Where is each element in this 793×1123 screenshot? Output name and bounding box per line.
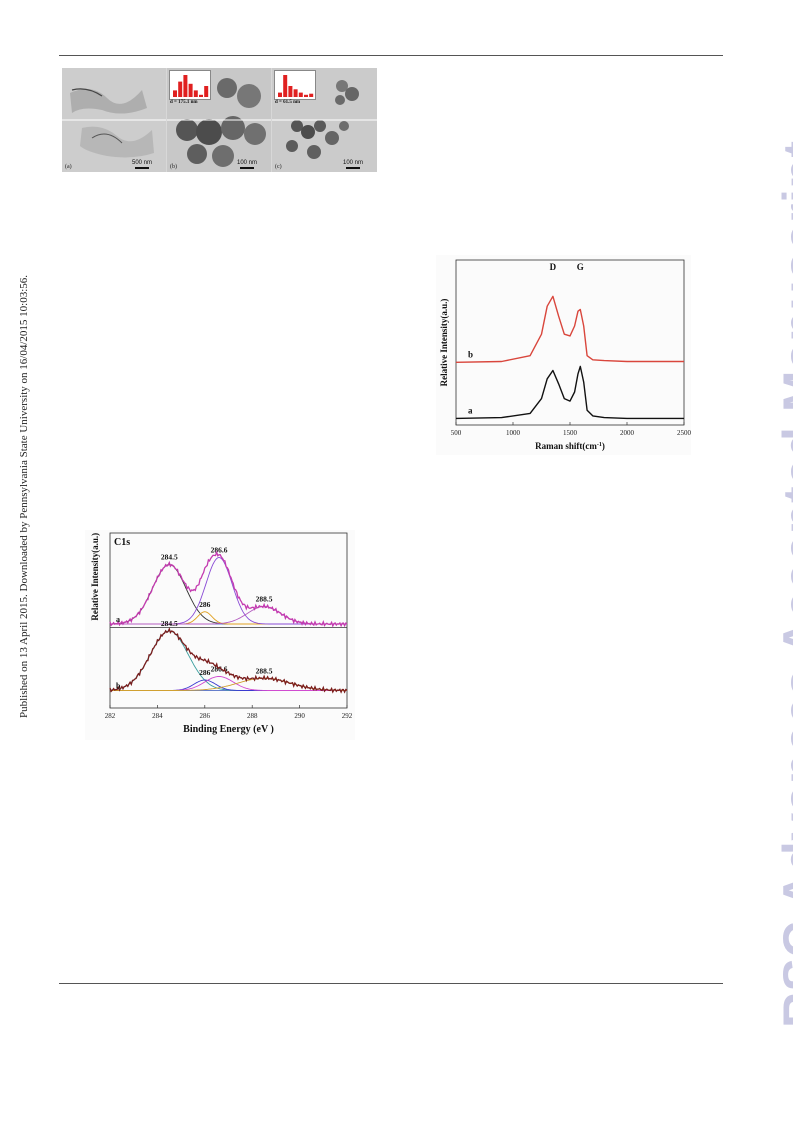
histogram-bar — [283, 75, 288, 97]
xps-envelope-b — [109, 627, 348, 694]
histogram-bar — [204, 86, 209, 97]
xps-x-tick-label: 282 — [105, 712, 116, 720]
xps-envelope-a — [109, 550, 348, 628]
raman-x-tick-label: 1000 — [506, 429, 521, 437]
size-histogram-c — [274, 70, 316, 100]
histogram-bar — [298, 92, 303, 97]
xps-series-label-b: b — [116, 682, 121, 691]
histogram-bar — [199, 94, 203, 97]
raman-x-tick-label: 2000 — [620, 429, 635, 437]
tem-panel-b: d = 175.1 nm (b) 100 nm — [167, 68, 271, 172]
xps-peak-label-a: 286 — [199, 600, 211, 609]
xps-x-tick-label: 292 — [342, 712, 353, 720]
scale-bar-b: 100 nm — [237, 160, 257, 169]
raman-y-axis-label: Relative Intensity(a.u.) — [439, 299, 449, 387]
xps-peak-label-a: 286.6 — [211, 546, 228, 555]
raman-series-b — [455, 295, 684, 363]
raman-series-label-a: a — [468, 405, 473, 415]
xps-peak-label-a: 288.5 — [256, 595, 273, 604]
panel-letter-b: (b) — [170, 164, 177, 170]
histogram-bar — [183, 75, 188, 97]
bottom-rule — [59, 983, 723, 984]
size-histogram-b — [169, 70, 211, 100]
tem-panel-a: (a) 500 nm — [62, 68, 166, 172]
histogram-bar — [193, 90, 198, 97]
raman-series-a — [455, 365, 684, 420]
panel-letter-a: (a) — [65, 164, 72, 170]
publication-notice: Published on 13 April 2015. Downloaded b… — [4, 275, 30, 720]
histogram-bar — [178, 81, 183, 97]
raman-spectrum-chart: 500 1000 1500 2000 2500 Raman shift(cm-1) Rela… — [436, 255, 691, 455]
tem-panel-a-image — [62, 68, 166, 172]
xps-title: C1s — [114, 537, 130, 548]
xps-y-axis-label: Relative Intensity(a.u.) — [90, 533, 100, 621]
histogram-bar — [188, 83, 193, 97]
raman-series-label-b: b — [468, 349, 473, 359]
publication-notice-text: Published on 13 April 2015. Downloaded b… — [18, 274, 30, 718]
scale-bar-a: 500 nm — [132, 160, 152, 169]
diameter-label-c: d = 61.5 nm — [275, 100, 301, 105]
histogram-bar — [309, 93, 314, 97]
xps-peak-label-b: 288.5 — [256, 666, 273, 675]
xps-x-tick-label: 284 — [152, 712, 163, 720]
xps-series-label-a: a — [116, 615, 120, 624]
xps-peak-label-a: 284.5 — [161, 553, 178, 562]
top-rule — [59, 55, 723, 56]
histogram-bar — [288, 86, 293, 97]
histogram-bar — [278, 92, 282, 97]
xps-plot-frame — [109, 532, 348, 709]
xps-x-axis-label: Binding Energy (eV ) — [183, 724, 274, 735]
watermark-text: RSC Advances Accepted Manuscript — [773, 140, 793, 1028]
xps-peak-label-b: 284.5 — [161, 619, 178, 628]
scale-label-c: 100 nm — [342, 160, 363, 166]
histogram-bar — [293, 89, 298, 97]
tem-panel-c: d = 61.5 nm (c) 100 nm — [272, 68, 377, 172]
scale-label-b: 100 nm — [236, 160, 257, 166]
raman-peak-label: G — [577, 262, 584, 272]
raman-peak-label: D — [550, 262, 557, 272]
raman-x-tick-label: 1500 — [563, 429, 578, 437]
xps-background — [85, 530, 355, 740]
scale-label-a: 500 nm — [131, 160, 152, 166]
histogram-bar — [173, 90, 177, 97]
xps-c1s-chart: 282 284 286 288 290 292 Binding Energy (eV ) Re… — [85, 530, 355, 740]
diameter-label-b: d = 175.1 nm — [170, 100, 198, 105]
xps-x-tick-label: 290 — [294, 712, 305, 720]
tem-image-figure: (a) 500 nm d = 175.1 nm (b) 100 nm — [62, 68, 377, 172]
xps-peak-label-b: 286.6 — [211, 665, 228, 674]
histogram-bar — [304, 94, 308, 97]
raman-x-tick-label: 500 — [451, 429, 462, 437]
raman-background — [436, 255, 691, 455]
xps-peak-label-b: 286 — [199, 668, 211, 677]
accepted-manuscript-watermark: RSC Advances Accepted Manuscript — [720, 100, 793, 1030]
panel-letter-c: (c) — [275, 164, 282, 170]
xps-x-tick-label: 286 — [200, 712, 211, 720]
raman-x-axis-label: Raman shift(cm-1) — [535, 441, 605, 451]
raman-x-tick-label: 2500 — [677, 429, 691, 437]
xps-x-tick-label: 288 — [247, 712, 258, 720]
scale-bar-c: 100 nm — [343, 160, 363, 169]
